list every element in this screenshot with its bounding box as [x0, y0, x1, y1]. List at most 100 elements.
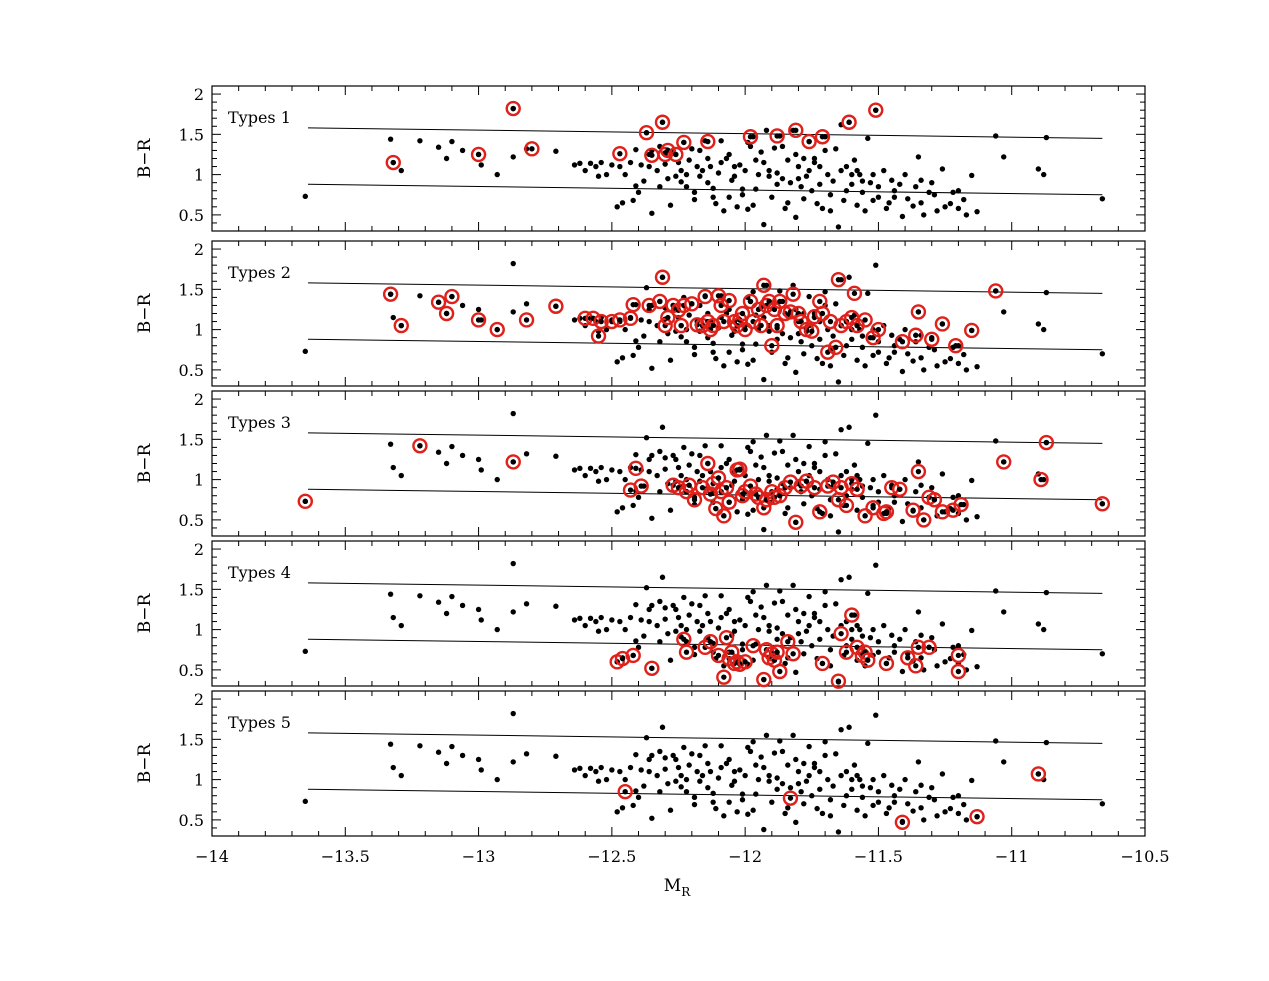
- data-point: [849, 636, 855, 642]
- data-point: [737, 767, 743, 773]
- data-point: [715, 625, 722, 631]
- data-point: [790, 732, 796, 739]
- data-point: [617, 163, 623, 170]
- highlight-ring: [657, 317, 673, 334]
- data-point: [870, 626, 876, 633]
- data-point: [1043, 739, 1050, 746]
- highlight-ring: [470, 312, 487, 328]
- highlight-point: [809, 328, 815, 334]
- data-point: [705, 784, 711, 791]
- data-point: [835, 529, 842, 535]
- data-point: [899, 518, 906, 525]
- data-point: [822, 752, 828, 759]
- data-point: [849, 171, 855, 178]
- data-point: [761, 221, 767, 228]
- data-point: [665, 630, 671, 637]
- highlight-point: [510, 459, 516, 465]
- data-point: [942, 204, 948, 210]
- highlight-point: [747, 298, 754, 305]
- data-point: [510, 309, 516, 315]
- data-point: [817, 163, 823, 170]
- data-point: [739, 186, 746, 192]
- highlight-ring: [444, 288, 460, 305]
- highlighted-points: [609, 607, 967, 689]
- data-point: [817, 618, 823, 625]
- data-point: [758, 149, 764, 155]
- highlight-point: [673, 151, 679, 158]
- data-point: [630, 502, 636, 509]
- data-point: [683, 183, 690, 190]
- highlight-point: [926, 644, 932, 651]
- highlight-point: [939, 321, 946, 327]
- data-point: [801, 610, 807, 617]
- data-point: [785, 762, 791, 768]
- data-point: [630, 197, 636, 204]
- highlight-point: [771, 306, 778, 313]
- data-point: [387, 136, 394, 142]
- y-tick-label: 0.5: [179, 206, 204, 225]
- data-point: [387, 741, 394, 747]
- data-point: [699, 167, 706, 174]
- highlight-ring: [385, 154, 401, 171]
- data-point: [774, 636, 780, 642]
- data-point: [795, 768, 802, 775]
- data-point: [854, 622, 860, 629]
- highlight-point: [905, 655, 911, 661]
- data-point: [617, 468, 623, 475]
- data-point: [830, 178, 836, 184]
- highlight-point: [958, 501, 964, 508]
- data-point: [851, 762, 858, 768]
- data-point: [614, 204, 620, 210]
- highlight-ring: [633, 478, 649, 494]
- data-point: [950, 794, 956, 801]
- highlight-ring: [841, 114, 857, 130]
- data-point: [665, 780, 671, 787]
- data-point: [793, 756, 799, 763]
- highlight-ring: [585, 310, 601, 327]
- highlight-ring: [780, 633, 796, 650]
- data-point: [827, 813, 834, 819]
- data-point: [891, 194, 898, 200]
- data-point: [769, 194, 775, 200]
- data-point: [753, 762, 759, 768]
- highlight-ring: [700, 455, 716, 472]
- highlight-point: [737, 466, 743, 472]
- data-point: [961, 196, 967, 203]
- x-axis-title: MR: [664, 876, 691, 899]
- highlight-ring: [716, 508, 732, 524]
- data-point: [779, 748, 786, 755]
- highlight-ring: [1038, 434, 1055, 451]
- data-point: [649, 815, 655, 821]
- highlight-point: [633, 465, 639, 472]
- data-point: [795, 630, 802, 637]
- data-point: [1035, 621, 1042, 627]
- data-point: [934, 813, 940, 819]
- data-point: [705, 610, 711, 617]
- highlight-point: [710, 322, 716, 329]
- data-point: [691, 344, 698, 351]
- data-point: [686, 157, 692, 163]
- reference-line-1: [307, 127, 1103, 139]
- data-point: [686, 312, 692, 318]
- data-point: [755, 626, 762, 633]
- panel-3: 0.5 1 1.5 2 B−R Types 3: [135, 390, 1146, 537]
- data-point: [729, 332, 735, 338]
- data-point: [777, 438, 783, 444]
- data-point: [449, 443, 455, 450]
- highlight-point: [787, 479, 794, 485]
- highlight-ring: [382, 286, 399, 302]
- data-point: [891, 349, 898, 355]
- highlight-ring: [660, 309, 676, 326]
- data-point: [673, 456, 679, 463]
- data-point: [571, 467, 578, 473]
- highlight-point: [747, 134, 754, 140]
- data-point: [726, 756, 732, 763]
- data-point: [793, 669, 799, 676]
- highlight-ring: [734, 305, 751, 322]
- highlight-point: [870, 334, 876, 341]
- data-point: [619, 355, 626, 361]
- data-point: [867, 634, 874, 641]
- data-point: [577, 465, 583, 472]
- highlight-ring: [806, 309, 823, 325]
- data-point: [862, 208, 868, 214]
